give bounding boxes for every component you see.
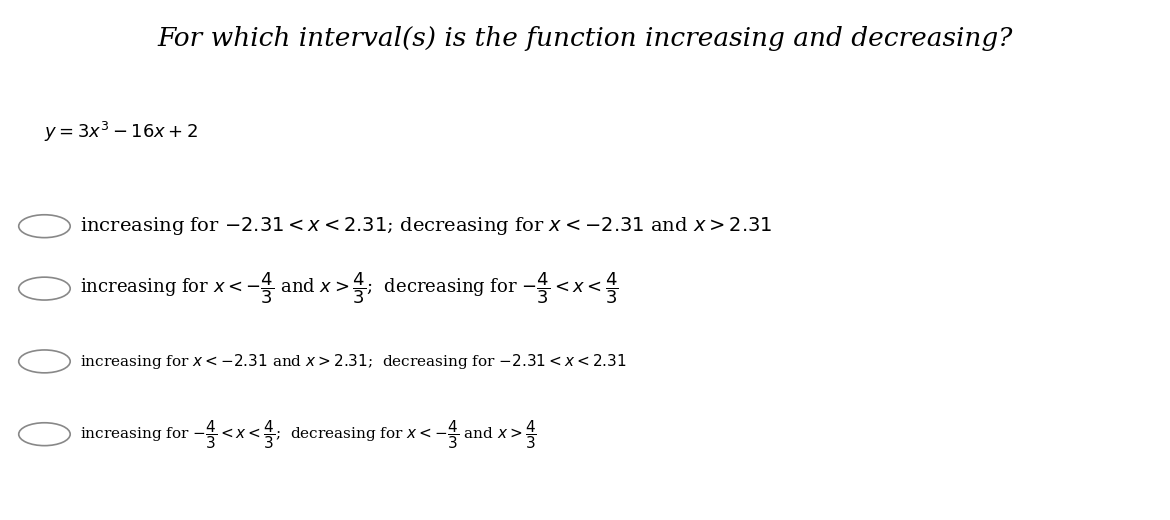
Text: increasing for $-2.31 < x < 2.31$; decreasing for $x < -2.31$ and $x > 2.31$: increasing for $-2.31 < x < 2.31$; decre… [80, 215, 772, 237]
Text: increasing for $-\dfrac{4}{3} < x < \dfrac{4}{3}$;  decreasing for $x < -\dfrac{: increasing for $-\dfrac{4}{3} < x < \dfr… [80, 418, 536, 451]
Text: increasing for $x < -\dfrac{4}{3}$ and $x > \dfrac{4}{3}$;  decreasing for $-\df: increasing for $x < -\dfrac{4}{3}$ and $… [80, 271, 619, 306]
Text: $y = 3x^3 - 16x + 2$: $y = 3x^3 - 16x + 2$ [44, 120, 199, 144]
Text: increasing for $x < -2.31$ and $x > 2.31$;  decreasing for $-2.31 < x < 2.31$: increasing for $x < -2.31$ and $x > 2.31… [80, 352, 626, 371]
Text: For which interval(s) is the function increasing and decreasing?: For which interval(s) is the function in… [157, 26, 1013, 51]
